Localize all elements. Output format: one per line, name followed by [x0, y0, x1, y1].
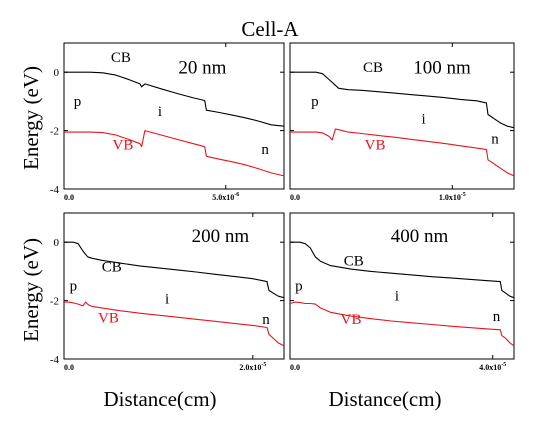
chart-panels: 0 -2 -4 0.0 5.0x10-6 20 nm CB VB p i n 0.0 1.0x10-5 1…	[50, 42, 515, 372]
x-tick-label: 1.0x10-5	[439, 192, 466, 202]
plot-frame	[63, 212, 285, 360]
y-tick-label: -4	[50, 354, 60, 366]
panel-title: 200 nm	[192, 226, 250, 247]
panel-title: 400 nm	[391, 226, 449, 247]
annotation-cb: CB	[344, 254, 364, 270]
series-line-vb	[64, 301, 285, 347]
panel-title: 100 nm	[413, 58, 471, 79]
plot-frame	[289, 212, 515, 360]
series-line-vb	[64, 130, 285, 177]
chart-panel-1: 0 -2 -4 0.0 5.0x10-6 20 nm CB VB p i n	[50, 42, 285, 202]
y-axis-label-bottom: Energy (eV)	[19, 238, 43, 342]
x-tick-label: 0.0	[64, 193, 74, 202]
annotation-n: n	[491, 132, 499, 148]
y-tick-label: 0	[54, 67, 60, 79]
chart-panel-4: 0.0 4.0x10-5 400 nm CB VB p i n	[289, 212, 515, 372]
figure-title: Cell-A	[241, 17, 299, 41]
x-tick-label: 2.0x10-5	[239, 362, 266, 372]
y-tick-label: -2	[50, 296, 59, 308]
annotation-cb: CB	[363, 60, 383, 76]
series-line-cb	[64, 71, 285, 127]
annotation-p: p	[295, 278, 303, 294]
annotation-p: p	[311, 94, 319, 110]
series-line-cb	[290, 71, 515, 129]
annotation-i: i	[165, 292, 169, 308]
chart-panel-3: 0 -2 -4 0.0 2.0x10-5 200 nm CB VB p i n	[50, 212, 285, 372]
annotation-n: n	[262, 312, 270, 328]
annotation-n: n	[493, 309, 501, 325]
series-line-vb	[289, 301, 515, 347]
annotation-vb: VB	[113, 138, 134, 154]
annotation-p: p	[74, 94, 82, 110]
x-tick-label: 0.0	[64, 363, 74, 372]
series-line-cb	[64, 241, 285, 299]
x-axis-label-right: Distance(cm)	[328, 387, 441, 411]
series-line-vb	[290, 128, 515, 177]
panel-title: 20 nm	[178, 58, 226, 79]
annotation-i: i	[395, 289, 399, 305]
annotation-cb: CB	[102, 259, 122, 275]
x-tick-label: 5.0x10-6	[212, 192, 239, 202]
y-tick-label: 0	[54, 237, 60, 249]
series-line-cb	[290, 241, 515, 299]
annotation-n: n	[261, 142, 269, 158]
annotation-cb: CB	[111, 50, 131, 66]
annotation-vb: VB	[365, 138, 386, 154]
annotation-p: p	[70, 278, 78, 294]
annotation-i: i	[158, 104, 162, 120]
y-tick-label: -2	[50, 126, 59, 138]
x-tick-label: 0.0	[290, 363, 300, 372]
annotation-vb: VB	[98, 311, 119, 327]
plot-frame	[289, 42, 515, 190]
annotation-vb: VB	[341, 312, 362, 328]
annotation-i: i	[421, 111, 425, 127]
x-axis-label-left: Distance(cm)	[103, 387, 216, 411]
plot-frame	[63, 42, 285, 190]
x-tick-label: 4.0x10-5	[479, 362, 506, 372]
x-tick-label: 0.0	[290, 193, 300, 202]
chart-panel-2: 0.0 1.0x10-5 100 nm CB VB p i n	[289, 42, 515, 202]
y-axis-label-top: Energy (eV)	[19, 66, 43, 170]
y-tick-label: -4	[50, 184, 60, 196]
